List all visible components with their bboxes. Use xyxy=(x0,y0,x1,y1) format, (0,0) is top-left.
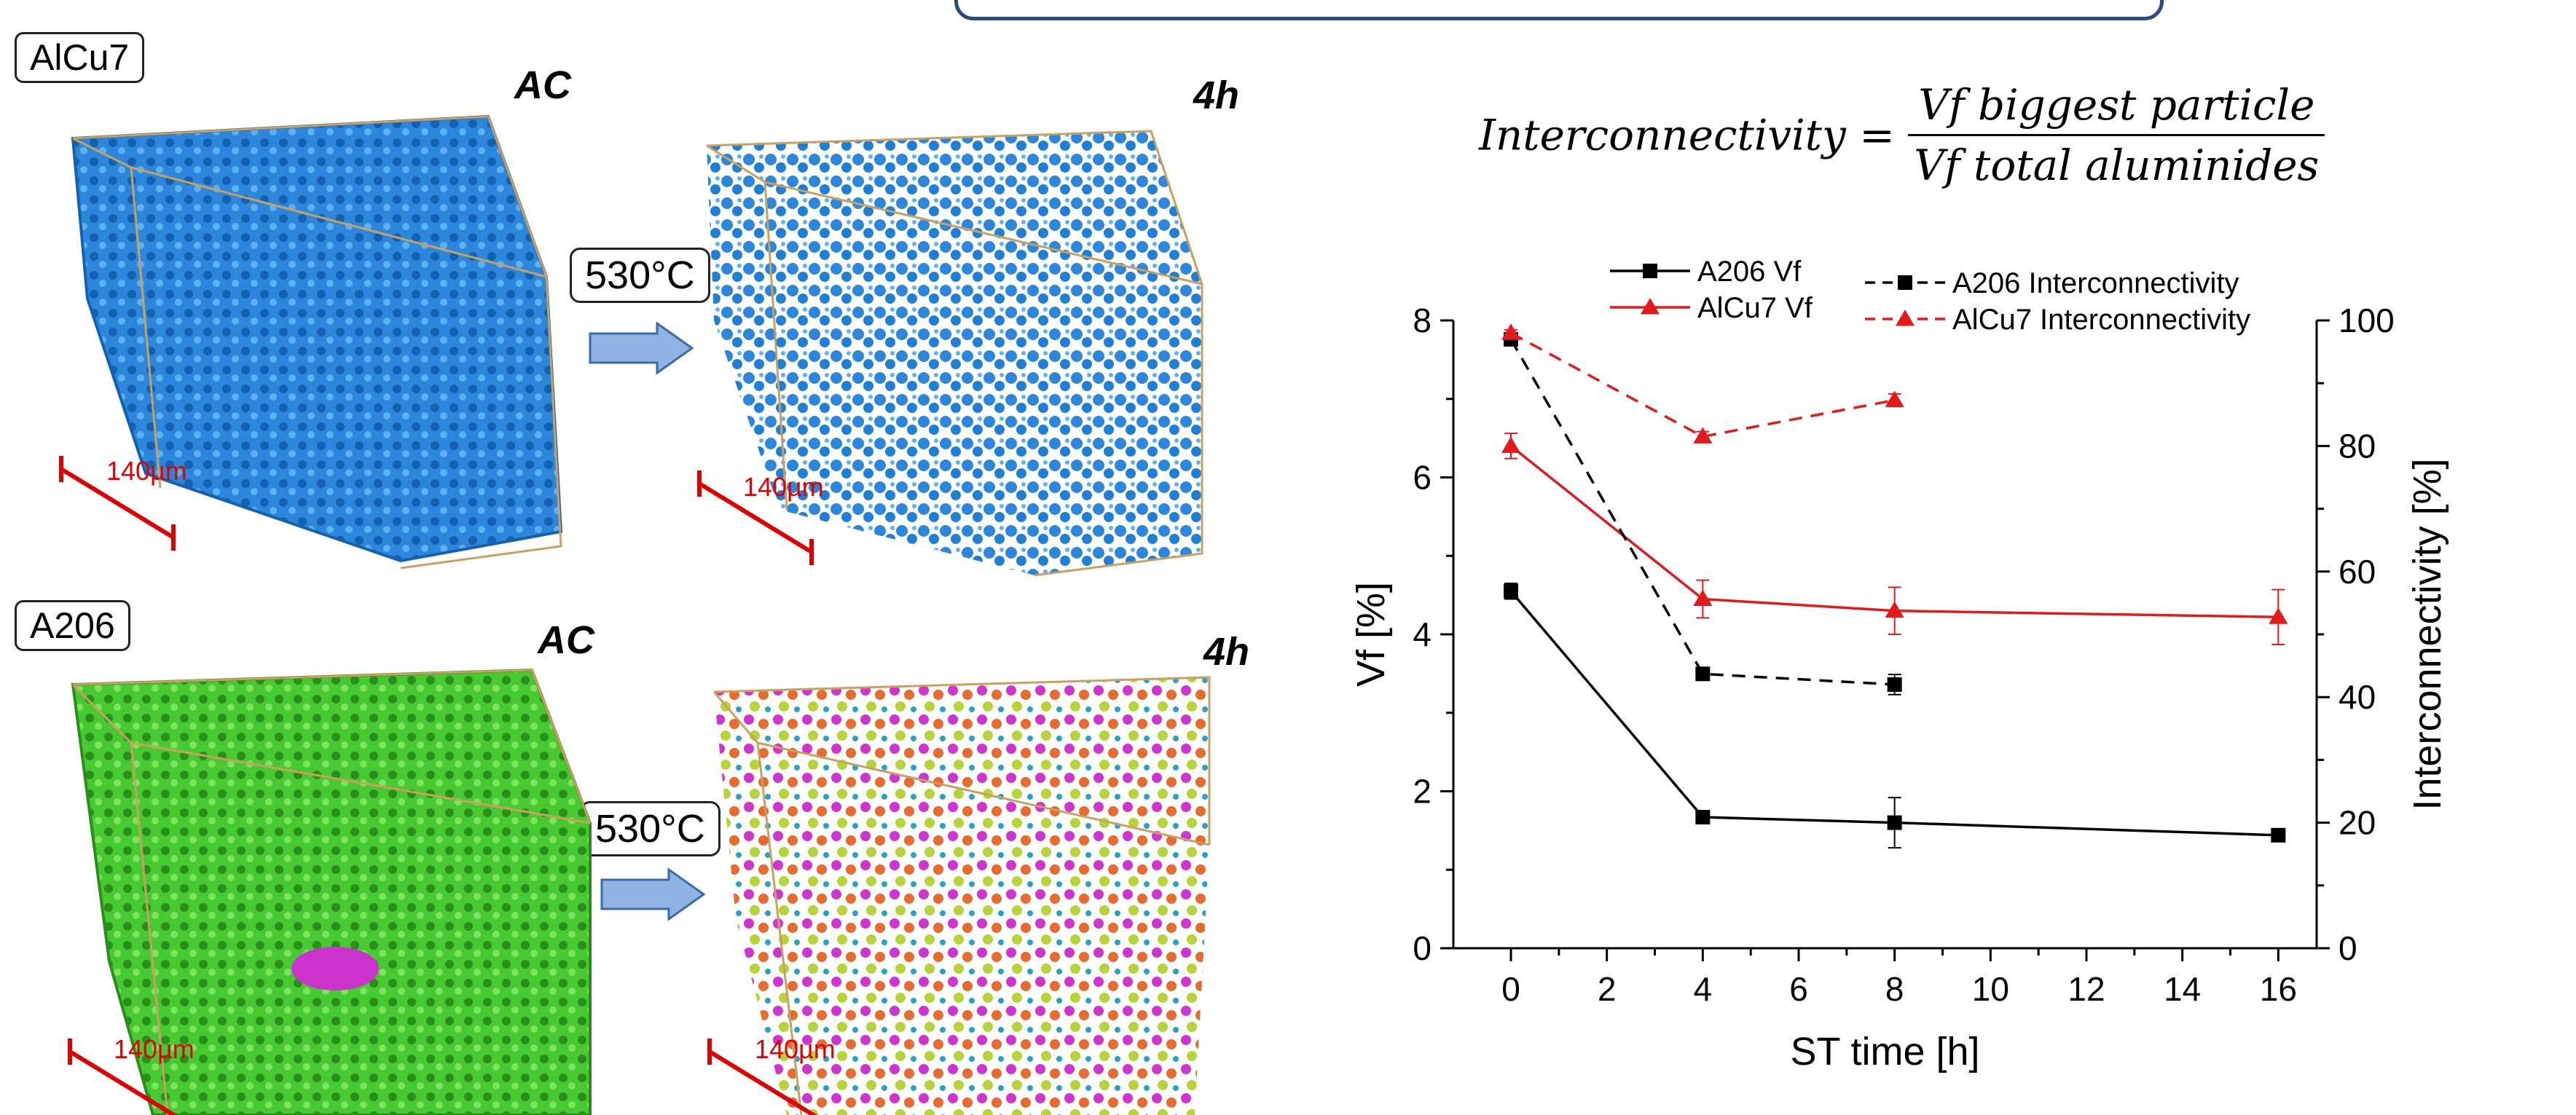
y-axis-label: Vf [%] xyxy=(1349,582,1393,687)
a206-ac-scale-text: 140µm xyxy=(114,1034,195,1064)
y2-tick-label: 20 xyxy=(2339,804,2376,842)
alcu7-ac-scale-text: 140µm xyxy=(106,456,187,486)
series-line-2 xyxy=(1509,338,1895,686)
data-point xyxy=(2269,607,2288,624)
a206-4h-scale-text: 140µm xyxy=(755,1034,836,1064)
legend-marker xyxy=(1643,264,1657,278)
data-point xyxy=(1693,427,1713,444)
alcu7-4h-label: 4h xyxy=(1193,74,1240,117)
a206-4h-volume xyxy=(714,676,1211,1115)
y-tick-label: 8 xyxy=(1413,302,1432,339)
legend-label: AlCu7 Interconnectivity xyxy=(1952,304,2250,336)
data-point xyxy=(1887,815,1902,830)
x-tick-label: 12 xyxy=(2068,970,2105,1008)
data-point xyxy=(1885,601,1904,618)
data-point xyxy=(1885,390,1904,407)
y2-tick-label: 60 xyxy=(2339,553,2376,591)
data-point xyxy=(1695,666,1711,682)
alcu7-ac-volume xyxy=(71,114,563,570)
x-tick-label: 16 xyxy=(2260,970,2297,1008)
a206-4h-label: 4h xyxy=(1203,630,1250,674)
data-point xyxy=(1501,436,1521,453)
x-tick-label: 6 xyxy=(1789,970,1808,1008)
a206-ac-volume xyxy=(71,668,592,1115)
a206-ac-label: AC xyxy=(538,618,594,662)
alcu7-arrow xyxy=(589,321,694,375)
a206-4h-scale-bar xyxy=(707,1039,818,1115)
alcu7-4h-volume xyxy=(706,130,1203,577)
formula-denominator: Vf total aluminides xyxy=(1914,141,2320,190)
alcu7-temperature: 530°C xyxy=(570,248,710,303)
a206-ac-scale-bar xyxy=(68,1039,178,1115)
formula-numerator: Vf biggest particle xyxy=(1908,80,2325,136)
data-point xyxy=(1501,323,1521,340)
x-tick-label: 0 xyxy=(1501,970,1520,1008)
alcu7-4h-scale-bar xyxy=(697,470,814,565)
series-line-0 xyxy=(1509,590,2279,837)
legend-label: A206 Interconnectivity xyxy=(1952,267,2239,299)
y2-tick-label: 80 xyxy=(2339,427,2376,465)
legend-marker xyxy=(1898,275,1912,290)
interconnectivity-formula: Interconnectivity = Vf biggest particle … xyxy=(1479,80,2325,190)
x-tick-label: 10 xyxy=(1972,970,2009,1008)
formula-lhs: Interconnectivity = xyxy=(1479,110,1895,160)
data-point xyxy=(1887,677,1902,692)
data-point xyxy=(1504,583,1518,599)
a206-label: A206 xyxy=(15,600,130,651)
legend-label: AlCu7 Vf xyxy=(1697,292,1813,324)
data-point xyxy=(1693,589,1713,606)
x-tick-label: 8 xyxy=(1885,970,1904,1008)
alcu7-ac-label: AC xyxy=(514,63,571,107)
x-axis-label: ST time [h] xyxy=(1790,1030,1979,1073)
alcu7-4h-scale-text: 140µm xyxy=(743,472,824,502)
a206-temperature: 530°C xyxy=(580,801,720,856)
y2-tick-label: 100 xyxy=(2339,302,2395,339)
a206-arrow xyxy=(600,867,706,921)
legend-label: A206 Vf xyxy=(1697,256,1802,288)
series-line-3 xyxy=(1510,331,1895,438)
y-tick-label: 0 xyxy=(1413,929,1432,967)
y-tick-label: 2 xyxy=(1413,773,1432,811)
data-point xyxy=(2271,827,2286,843)
y2-axis-label: Interconnectivity [%] xyxy=(2406,458,2449,810)
x-tick-label: 2 xyxy=(1598,970,1617,1008)
y-tick-label: 4 xyxy=(1413,615,1432,653)
y2-tick-label: 40 xyxy=(2339,678,2376,716)
alcu7-label: AlCu7 xyxy=(15,32,145,83)
y-tick-label: 6 xyxy=(1413,459,1432,497)
formula-fraction: Vf biggest particle Vf total aluminides xyxy=(1908,80,2325,190)
legend-marker xyxy=(1895,309,1915,326)
series-line-1 xyxy=(1509,445,2279,619)
x-tick-label: 4 xyxy=(1694,970,1713,1008)
x-tick-label: 14 xyxy=(2164,970,2201,1008)
alcu7-ac-scale-bar xyxy=(59,456,176,551)
title-box xyxy=(954,0,2164,20)
y2-tick-label: 0 xyxy=(2339,929,2357,967)
data-point xyxy=(1695,810,1711,825)
legend-marker xyxy=(1640,297,1660,315)
